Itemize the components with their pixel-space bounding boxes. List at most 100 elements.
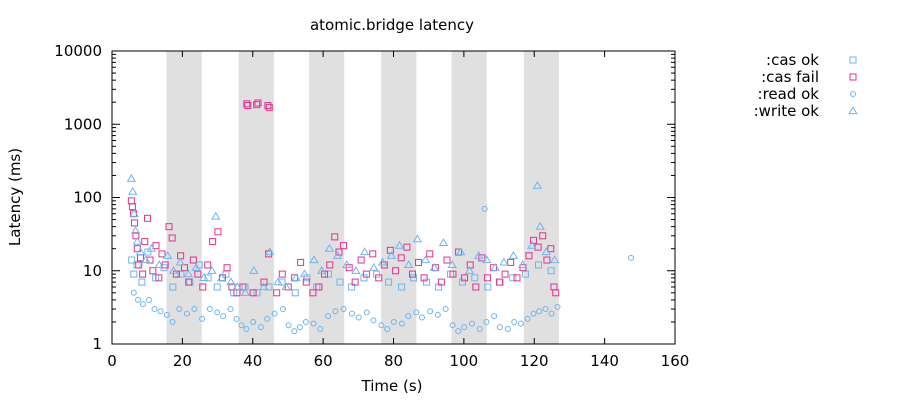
data-point: [324, 270, 332, 278]
data-point: [144, 248, 152, 256]
data-point: [254, 99, 262, 107]
data-point: [151, 306, 158, 313]
x-tick-label: 40: [243, 352, 262, 370]
data-point: [126, 174, 137, 182]
data-point: [310, 320, 317, 327]
data-point: [542, 306, 549, 313]
data-point: [191, 306, 198, 313]
data-point: [168, 234, 176, 242]
data-point: [507, 258, 515, 266]
data-point: [152, 242, 160, 250]
data-point: [243, 326, 250, 333]
data-point: [209, 238, 217, 246]
data-point: [299, 269, 310, 278]
data-point: [227, 306, 234, 313]
data-point: [552, 289, 560, 297]
data-point: [413, 309, 420, 316]
data-point: [509, 274, 517, 282]
data-point: [199, 315, 206, 322]
data-point: [161, 261, 169, 269]
data-point: [291, 328, 298, 335]
data-point: [317, 265, 327, 274]
data-point: [548, 310, 555, 317]
data-point: [426, 250, 434, 258]
data-point: [539, 232, 547, 240]
data-point: [332, 251, 343, 259]
data-point: [351, 278, 359, 286]
data-point: [517, 260, 528, 269]
data-point: [394, 240, 405, 249]
data-point: [169, 283, 177, 291]
data-point: [442, 306, 449, 313]
data-point: [325, 313, 332, 320]
legend-label: :cas fail: [761, 68, 819, 86]
data-point: [429, 262, 439, 271]
data-point: [309, 255, 319, 264]
data-point: [547, 245, 555, 253]
data-point: [495, 278, 503, 286]
data-point: [530, 236, 538, 244]
data-point: [535, 221, 545, 230]
data-point: [191, 262, 201, 271]
data-point: [199, 273, 209, 281]
data-point: [403, 243, 411, 251]
data-point: [360, 274, 368, 282]
shaded-intervals: [166, 51, 559, 344]
data-point: [180, 264, 188, 272]
data-point: [336, 278, 344, 286]
data-point: [141, 238, 149, 246]
shaded-interval: [238, 51, 274, 344]
data-point: [331, 233, 339, 241]
data-point: [302, 318, 309, 325]
data-point: [135, 247, 146, 256]
data-point: [315, 283, 323, 291]
data-point: [532, 180, 543, 189]
data-point: [163, 311, 170, 318]
data-point: [405, 313, 412, 320]
data-point: [165, 223, 173, 231]
data-point: [373, 270, 381, 278]
data-point: [135, 296, 142, 303]
data-point: [438, 238, 449, 246]
data-point: [278, 270, 286, 278]
data-point: [233, 315, 240, 322]
shaded-interval: [523, 51, 559, 344]
data-point: [157, 308, 164, 315]
data-point: [223, 264, 231, 272]
data-point: [324, 243, 335, 252]
chart-title: atomic.bridge latency: [310, 16, 474, 34]
data-point: [271, 310, 278, 317]
data-point: [132, 236, 143, 245]
data-point: [240, 288, 251, 296]
data-point: [398, 283, 406, 291]
data-point: [317, 326, 324, 333]
data-point: [281, 282, 291, 291]
data-point: [386, 251, 397, 259]
data-point: [848, 106, 858, 115]
x-tick-label: 160: [661, 352, 690, 370]
data-point: [135, 261, 143, 269]
data-point: [423, 278, 431, 286]
data-point: [534, 261, 542, 269]
data-point: [127, 197, 135, 205]
data-point: [849, 56, 857, 64]
data-point: [530, 310, 537, 317]
data-point: [146, 243, 157, 252]
data-point: [280, 306, 287, 313]
data-point: [211, 211, 221, 220]
data-point: [359, 247, 370, 256]
data-point: [850, 91, 856, 97]
data-point: [128, 186, 138, 195]
data-point: [297, 258, 305, 266]
data-point: [849, 73, 857, 81]
data-point: [183, 310, 190, 317]
data-point: [291, 289, 299, 297]
shaded-interval: [381, 51, 417, 344]
data-point: [484, 283, 492, 291]
data-point: [238, 322, 245, 329]
data-point: [455, 328, 462, 335]
data-point: [362, 270, 370, 278]
data-point: [536, 308, 543, 315]
data-point: [517, 320, 524, 327]
data-point: [461, 274, 469, 282]
